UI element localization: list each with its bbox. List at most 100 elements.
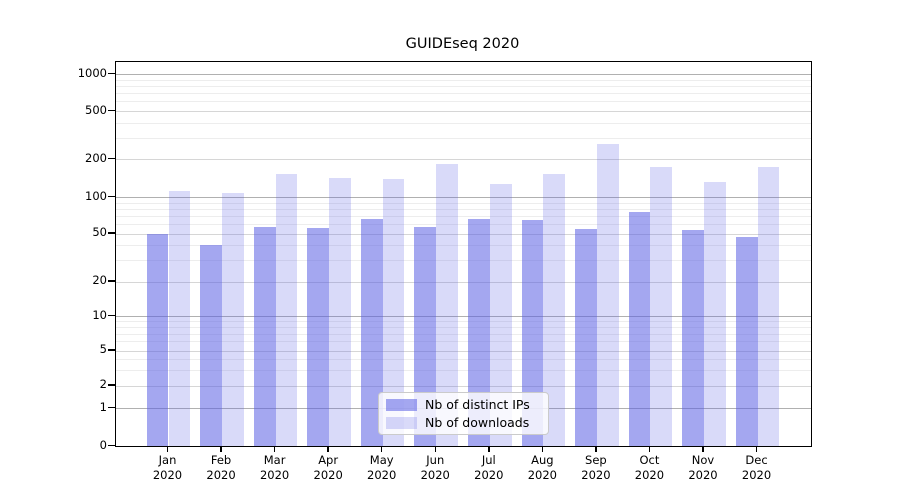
bar-distinct-ips-feb-2020 <box>200 245 223 446</box>
y-tick-mark <box>108 72 115 75</box>
x-tick-mark <box>648 446 651 452</box>
y-tick-mark <box>108 232 115 234</box>
bar-downloads-aug-2020 <box>543 173 566 446</box>
y-tick-mark <box>108 349 115 351</box>
gridline-minor <box>116 223 811 225</box>
x-tick-mark <box>488 446 490 452</box>
bar-downloads-nov-2020 <box>704 181 726 446</box>
gridline-minor <box>116 341 811 343</box>
y-tick-mark <box>108 406 115 408</box>
x-tick-mark <box>327 446 329 452</box>
x-tick-mark <box>595 446 597 452</box>
x-tick-mark <box>702 446 704 452</box>
gridline-minor <box>116 245 811 247</box>
bar-distinct-ips-dec-2020 <box>735 236 758 446</box>
x-tick-label: Dec 2020 <box>741 453 772 482</box>
y-tick-mark <box>108 444 115 446</box>
x-tick-mark <box>273 446 276 452</box>
gridline-minor <box>116 260 811 262</box>
y-tick-label: 500 <box>85 102 107 117</box>
bar-downloads-mar-2020 <box>275 174 298 446</box>
legend: Nb of distinct IPs Nb of downloads <box>378 392 549 435</box>
gridline-minor <box>116 122 811 124</box>
y-tick-label: 20 <box>92 273 107 287</box>
bar-distinct-ips-oct-2020 <box>628 212 651 446</box>
x-tick-mark <box>755 446 758 452</box>
x-tick-mark <box>380 446 383 452</box>
chart-title: GUIDEseq 2020 <box>405 36 520 52</box>
gridline-minor <box>116 101 811 103</box>
bar-downloads-jul-2020 <box>489 184 512 446</box>
x-tick-label: Jul 2020 <box>474 453 504 482</box>
gridline-minor <box>116 137 811 139</box>
y-tick-label: 50 <box>92 225 107 239</box>
bar-downloads-oct-2020 <box>650 166 673 446</box>
gridline-minor <box>116 327 811 329</box>
bar-distinct-ips-apr-2020 <box>307 227 330 446</box>
bar-downloads-sep-2020 <box>596 144 619 446</box>
bar-distinct-ips-mar-2020 <box>253 226 276 446</box>
gridline-major <box>116 74 811 76</box>
legend-label: Nb of distinct IPs <box>425 397 530 412</box>
bar-downloads-jan-2020 <box>168 190 191 446</box>
legend-entry: Nb of distinct IPs <box>379 397 548 412</box>
x-tick-mark <box>220 446 222 452</box>
x-tick-label: Aug 2020 <box>527 453 557 482</box>
bar-distinct-ips-jul-2020 <box>468 218 490 446</box>
gridline-minor <box>116 202 811 204</box>
bar-downloads-apr-2020 <box>329 178 351 446</box>
plot-area <box>115 61 812 447</box>
bar-downloads-may-2020 <box>382 178 405 446</box>
x-tick-label: Mar 2020 <box>259 453 290 482</box>
gridline-major <box>116 385 811 387</box>
gridline-minor <box>116 370 811 371</box>
gridline-major <box>116 350 811 352</box>
y-tick-label: 0 <box>99 437 107 452</box>
bar-distinct-ips-sep-2020 <box>575 229 597 446</box>
bar-downloads-jun-2020 <box>436 164 459 446</box>
bar-distinct-ips-jun-2020 <box>414 226 437 446</box>
gridline-major <box>116 281 811 283</box>
x-tick-label: Sep 2020 <box>581 453 611 482</box>
x-tick-label: Jan 2020 <box>152 453 183 482</box>
gridline-major <box>116 159 811 161</box>
bar-distinct-ips-jan-2020 <box>146 233 169 446</box>
gridline-minor <box>116 208 811 210</box>
bar-distinct-ips-aug-2020 <box>521 219 544 446</box>
bar-downloads-feb-2020 <box>222 192 244 446</box>
gridline-minor <box>116 333 811 335</box>
gridline-major <box>116 233 811 235</box>
gridline-major <box>116 197 811 198</box>
x-tick-label: May 2020 <box>367 453 397 482</box>
y-tick-label: 100 <box>85 188 107 203</box>
y-tick-label: 10 <box>92 307 107 322</box>
gridline-minor <box>116 321 811 323</box>
bar-distinct-ips-may-2020 <box>360 218 383 446</box>
gridline-minor <box>116 79 811 81</box>
gridline-minor <box>116 359 811 361</box>
y-tick-label: 200 <box>85 150 107 165</box>
y-tick-mark <box>108 314 115 316</box>
bar-downloads-dec-2020 <box>757 166 780 446</box>
x-tick-label: Apr 2020 <box>313 453 343 482</box>
x-tick-label: Oct 2020 <box>634 453 665 482</box>
y-tick-mark <box>108 384 115 386</box>
gridline-major <box>116 111 811 112</box>
y-tick-label: 5 <box>99 342 107 356</box>
x-tick-label: Jun 2020 <box>420 453 450 482</box>
x-tick-mark <box>541 446 544 452</box>
y-tick-mark <box>108 109 115 111</box>
y-tick-label: 2 <box>99 377 107 391</box>
gridline-minor <box>116 86 811 88</box>
legend-swatch-downloads <box>386 416 417 429</box>
gridline-major <box>116 316 811 317</box>
x-tick-label: Nov 2020 <box>688 453 718 482</box>
legend-entry: Nb of downloads <box>379 415 548 430</box>
y-tick-label: 1 <box>99 399 107 414</box>
y-tick-mark <box>108 280 115 282</box>
gridline-minor <box>116 215 811 217</box>
x-tick-mark <box>166 446 169 452</box>
legend-label: Nb of downloads <box>425 415 530 430</box>
gridline-minor <box>116 93 811 95</box>
